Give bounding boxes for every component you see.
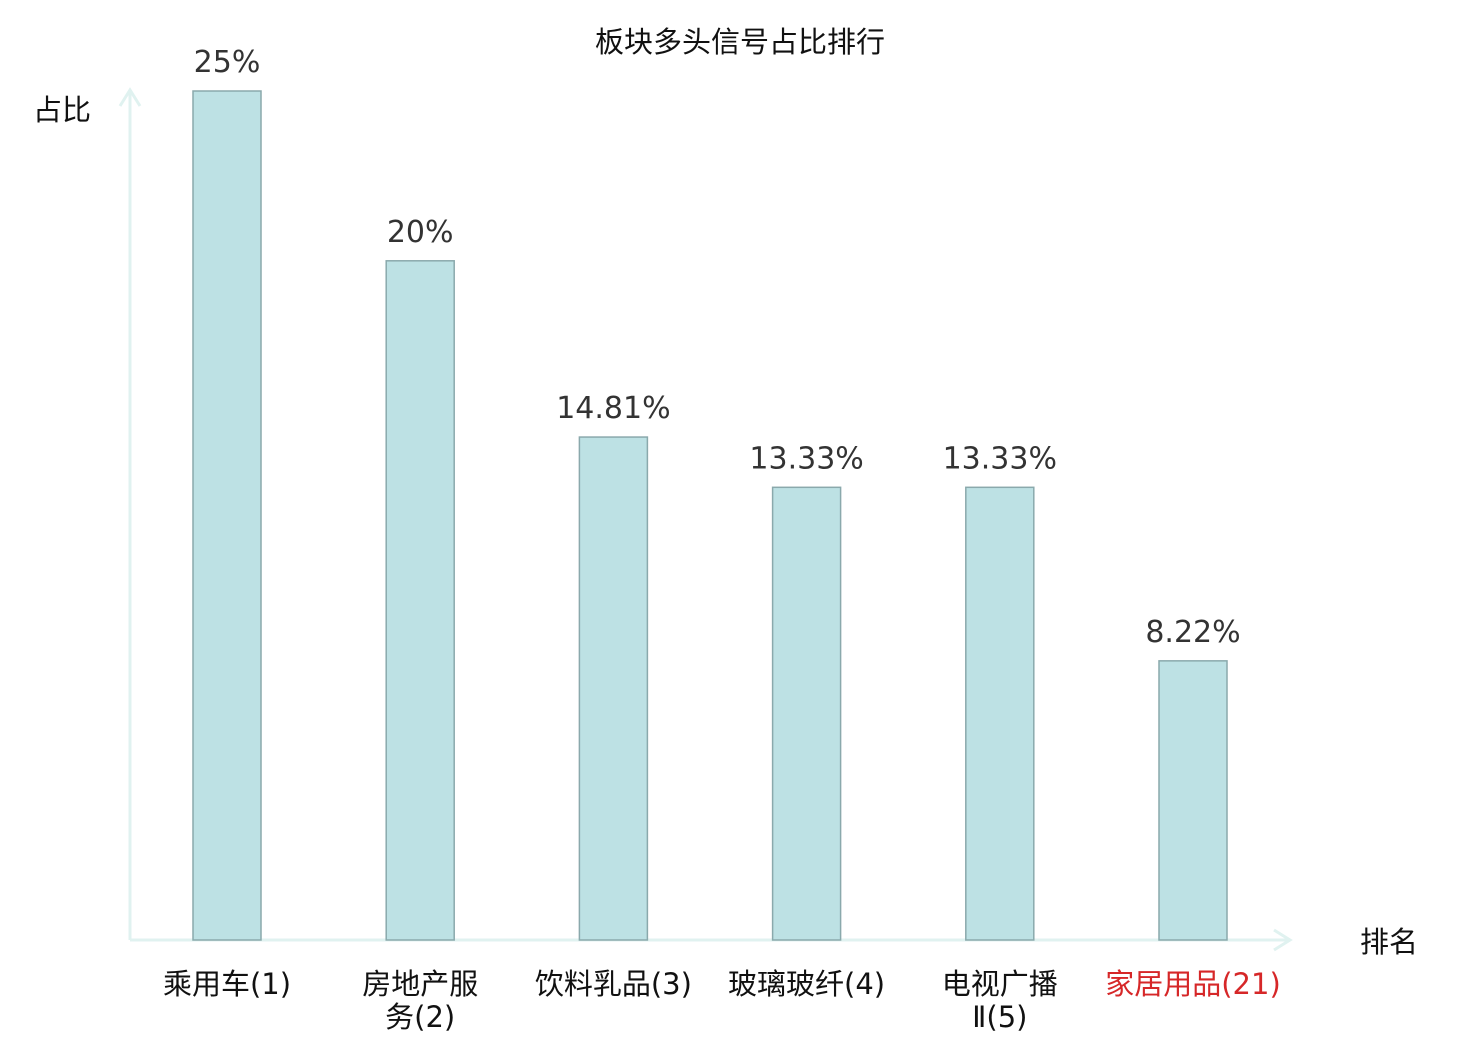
bars-group	[192, 90, 1228, 941]
y-axis-title: 占比	[33, 93, 91, 127]
bar-5	[965, 486, 1035, 941]
category-label-1: 乘用车(1)	[163, 967, 291, 1001]
y-axis-arrow	[118, 87, 142, 107]
value-label-2: 20%	[387, 215, 454, 250]
chart-title: 板块多头信号占比排行	[595, 25, 885, 59]
category-label-4: 玻璃玻纤(4)	[728, 967, 885, 1001]
value-label-5: 13.33%	[943, 441, 1057, 476]
category-label-6: 家居用品(21)	[1105, 967, 1281, 1001]
value-labels-group: 25% 20% 14.81% 13.33% 13.33% 8.22%	[194, 45, 1241, 650]
bar-4	[771, 486, 842, 941]
category-label-2-line-2: 务(2)	[385, 1000, 455, 1034]
value-label-4: 13.33%	[749, 441, 863, 476]
category-label-5-line-1: 电视广播	[942, 967, 1058, 1001]
value-label-1: 25%	[194, 45, 261, 80]
bar-6	[1158, 660, 1228, 941]
x-axis-title: 排名	[1360, 925, 1418, 959]
value-label-6: 8.22%	[1145, 615, 1240, 650]
category-label-2-line-1: 房地产服	[362, 967, 478, 1001]
bar-1	[192, 90, 262, 941]
category-label-3: 饮料乳品(3)	[535, 967, 692, 1001]
bar-2	[385, 260, 455, 941]
x-axis-arrow	[1273, 928, 1293, 952]
category-label-5-line-2: Ⅱ(5)	[972, 1000, 1027, 1034]
axes	[118, 87, 1293, 952]
bar-3	[578, 436, 649, 941]
value-label-3: 14.81%	[556, 391, 670, 426]
